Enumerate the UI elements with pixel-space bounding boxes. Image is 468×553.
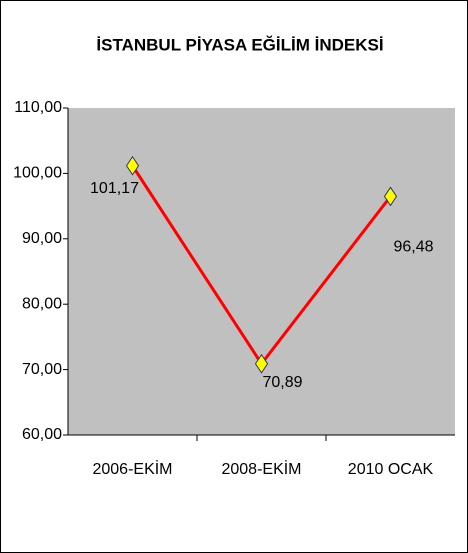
y-tick-label: 90,00 <box>22 230 62 247</box>
marker <box>125 155 140 176</box>
y-tick-label: 100,00 <box>13 165 62 182</box>
chart-title: İSTANBUL PİYASA EĞİLİM İNDEKSİ <box>96 35 383 54</box>
marker <box>383 186 398 207</box>
x-tick-label: 2008-EKİM <box>221 459 301 478</box>
marker <box>254 353 269 374</box>
y-tick-label: 60,00 <box>22 426 62 443</box>
data-label: 70,89 <box>262 374 302 391</box>
y-tick-label: 110,00 <box>14 99 62 116</box>
x-tick-label: 2006-EKİM <box>92 459 172 478</box>
x-tick-label: 2010 OCAK <box>348 461 434 478</box>
data-label: 101,17 <box>90 180 139 197</box>
data-label: 96,48 <box>393 239 433 256</box>
y-tick-label: 80,00 <box>22 295 62 312</box>
y-tick-label: 70,00 <box>22 361 62 378</box>
